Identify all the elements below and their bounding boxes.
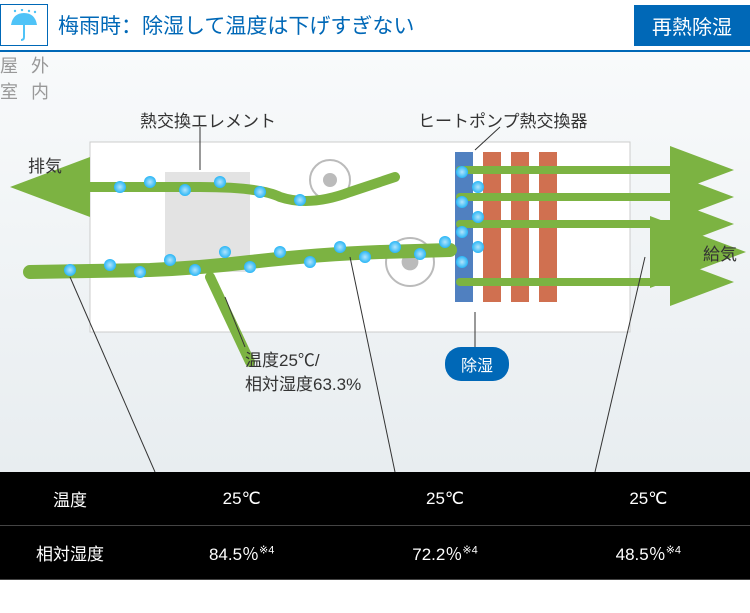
heat-pump-label: ヒートポンプ熱交換器 — [418, 107, 588, 132]
temp-note-line2: 相対湿度63.3% — [245, 375, 361, 394]
mode-badge: 再熱除湿 — [634, 5, 750, 46]
temp-cell: 25℃ — [140, 472, 343, 526]
header-title: 梅雨時：除湿して温度は下げすぎない — [58, 10, 634, 40]
hum-cell: 84.5％※4 — [140, 526, 343, 580]
table-row: 相対湿度 84.5％※4 72.2％※4 48.5％※4 — [0, 526, 750, 580]
temp-note: 温度25℃/ 相対湿度63.3% — [245, 349, 361, 397]
diagram: 熱交換エレメント ヒートポンプ熱交換器 排気 給気 屋 外 室 内 除湿 温度2… — [0, 52, 750, 472]
umbrella-icon — [0, 4, 48, 46]
header: 梅雨時：除湿して温度は下げすぎない 再熱除湿 — [0, 0, 750, 52]
row-label: 相対湿度 — [0, 526, 140, 580]
supply-label: 給気 — [703, 240, 737, 265]
temp-cell: 25℃ — [547, 472, 750, 526]
exhaust-label: 排気 — [28, 152, 62, 177]
heat-element-label: 熱交換エレメント — [140, 107, 276, 132]
hum-cell: 48.5％※4 — [547, 526, 750, 580]
data-table-area: 温度 25℃ 25℃ 25℃ 相対湿度 84.5％※4 72.2％※4 48.5… — [0, 472, 750, 580]
row-label: 温度 — [0, 472, 140, 526]
temp-cell: 25℃ — [343, 472, 546, 526]
table-row: 温度 25℃ 25℃ 25℃ — [0, 472, 750, 526]
dehumid-badge: 除湿 — [445, 347, 509, 381]
data-table: 温度 25℃ 25℃ 25℃ 相対湿度 84.5％※4 72.2％※4 48.5… — [0, 472, 750, 580]
hum-cell: 72.2％※4 — [343, 526, 546, 580]
temp-note-line1: 温度25℃/ — [245, 351, 320, 370]
